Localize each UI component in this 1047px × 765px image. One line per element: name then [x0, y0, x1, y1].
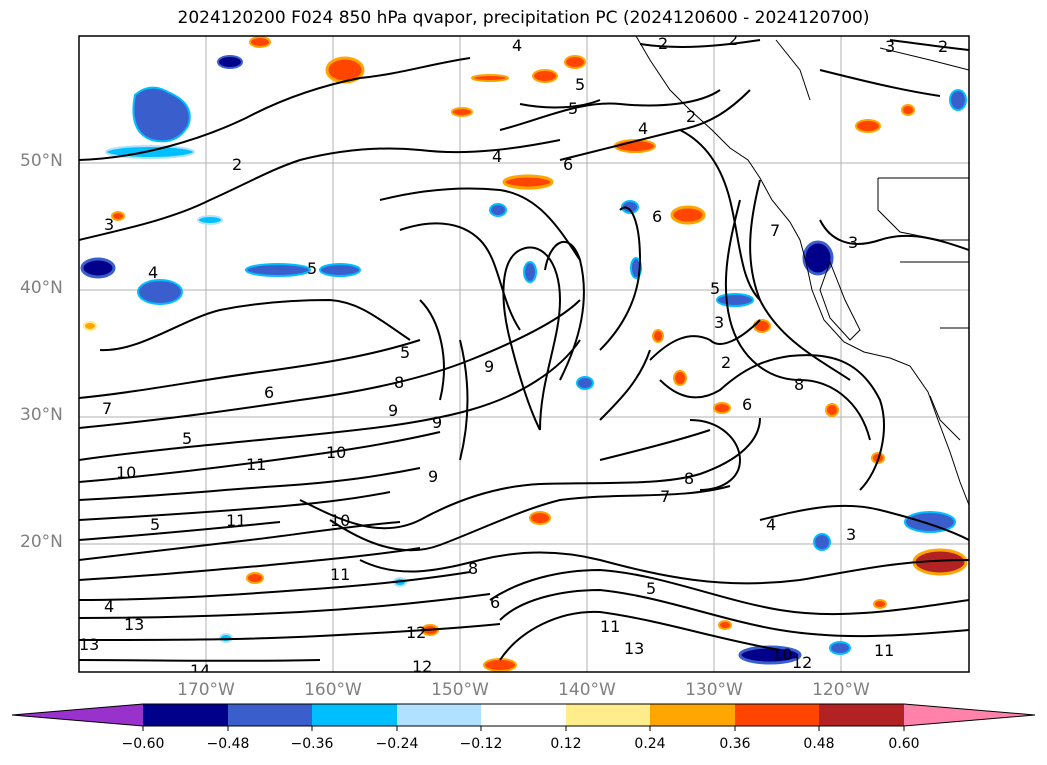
colorbar-tick: −0.60: [121, 736, 165, 752]
contour-label: 12: [412, 657, 432, 676]
colorbar-tick: 0.36: [719, 736, 751, 752]
contour-label: 3: [714, 313, 724, 332]
colorbar-tick: 0.60: [888, 736, 920, 752]
contour-label: 6: [652, 207, 662, 226]
contour-label: 5: [575, 75, 585, 94]
map-background: [79, 36, 969, 672]
colorbar-tick: −0.48: [206, 736, 250, 752]
contour-label: 11: [226, 511, 246, 530]
contour-label: 7: [660, 487, 670, 506]
lat-label-30n: 30°N: [20, 405, 63, 425]
contour-label: 5: [400, 343, 410, 362]
contour-label: 13: [124, 615, 144, 634]
contour-label: 10: [330, 511, 350, 530]
colorbar: [11, 703, 1036, 731]
contour-label: 4: [638, 119, 648, 138]
contour-label: 6: [264, 383, 274, 402]
contour-label: 5: [182, 429, 192, 448]
contour-label: 10: [116, 463, 136, 482]
contour-label: 6: [563, 155, 573, 174]
colorbar-segment-7: [650, 704, 735, 726]
contour-label: 5: [710, 279, 720, 298]
precip-anomaly-patches: [80, 36, 968, 672]
colorbar-segment-0: [12, 704, 143, 726]
lon-label-140w: 140°W: [558, 680, 616, 700]
colorbar-segment-6: [566, 704, 650, 726]
colorbar-segment-2: [228, 704, 312, 726]
colorbar-tick: 0.12: [550, 736, 582, 752]
contour-label: 12: [406, 623, 426, 642]
colorbar-segment-9: [819, 704, 904, 726]
contour-label: 2: [728, 30, 738, 49]
contour-label: 11: [600, 617, 620, 636]
page-title: 2024120200 F024 850 hPa qvapor, precipit…: [177, 8, 870, 28]
contour-label: 10: [772, 645, 792, 664]
colorbar-segment-10: [904, 704, 1035, 726]
contour-label: 4: [512, 36, 522, 55]
contour-label: 3: [846, 525, 856, 544]
contour-label: 7: [770, 221, 780, 240]
contour-label: 2: [721, 353, 731, 372]
contour-label: 3: [104, 215, 114, 234]
contour-label: 9: [428, 467, 438, 486]
contour-label: 3: [848, 233, 858, 252]
contour-label: 10: [326, 443, 346, 462]
contour-label: 9: [484, 357, 494, 376]
contour-label: 4: [148, 263, 158, 282]
colorbar-segment-4: [397, 704, 481, 726]
colorbar-segment-5: [481, 704, 566, 726]
colorbar-tick: 0.24: [634, 736, 666, 752]
contour-label: 8: [394, 373, 404, 392]
contour-label: 13: [624, 639, 644, 658]
colorbar-tick: −0.24: [375, 736, 419, 752]
contour-label: 2: [938, 37, 948, 56]
map-frame: [78, 35, 970, 673]
contour-label: 5: [150, 515, 160, 534]
contour-label: 11: [330, 565, 350, 584]
colorbar-tick: −0.12: [459, 736, 503, 752]
contour-labels: 4 2 2 3 2 5 5 4 6 4 2 3 5 4 2 6 7 3 2 3 …: [79, 30, 948, 680]
colorbar-tick: 0.48: [803, 736, 835, 752]
lon-label-160w: 160°W: [304, 680, 362, 700]
contour-label: 2: [686, 107, 696, 126]
qvapor-contours: [79, 39, 969, 662]
contour-label: 9: [388, 401, 398, 420]
contour-label: 4: [104, 597, 114, 616]
contour-label: 14: [190, 661, 210, 680]
lon-label-170w: 170°W: [177, 680, 235, 700]
lat-label-40n: 40°N: [20, 278, 63, 298]
contour-label: 7: [102, 399, 112, 418]
contour-label: 4: [492, 147, 502, 166]
colorbar-segment-1: [143, 704, 228, 726]
contour-label: 5: [646, 579, 656, 598]
contour-label: 8: [468, 559, 478, 578]
contour-label: 6: [490, 593, 500, 612]
contour-label: 6: [742, 395, 752, 414]
contour-label: 8: [684, 469, 694, 488]
contour-label: 5: [307, 259, 317, 278]
contour-label: 5: [568, 99, 578, 118]
contour-label: 2: [658, 34, 668, 53]
contour-label: 4: [766, 515, 776, 534]
contour-label: 2: [232, 155, 242, 174]
lat-label-20n: 20°N: [20, 532, 63, 552]
contour-label: 9: [432, 413, 442, 432]
contour-label: 11: [874, 641, 894, 660]
contour-label: 3: [885, 37, 895, 56]
colorbar-tick: −0.36: [290, 736, 334, 752]
colorbar-segment-8: [735, 704, 819, 726]
contour-label: 13: [79, 635, 99, 654]
contour-label: 11: [246, 455, 266, 474]
lon-label-130w: 130°W: [685, 680, 743, 700]
lon-label-120w: 120°W: [812, 680, 870, 700]
contour-label: 12: [792, 653, 812, 672]
contour-label: 8: [794, 375, 804, 394]
lat-label-50n: 50°N: [20, 151, 63, 171]
colorbar-segment-3: [312, 704, 397, 726]
lon-label-150w: 150°W: [431, 680, 489, 700]
